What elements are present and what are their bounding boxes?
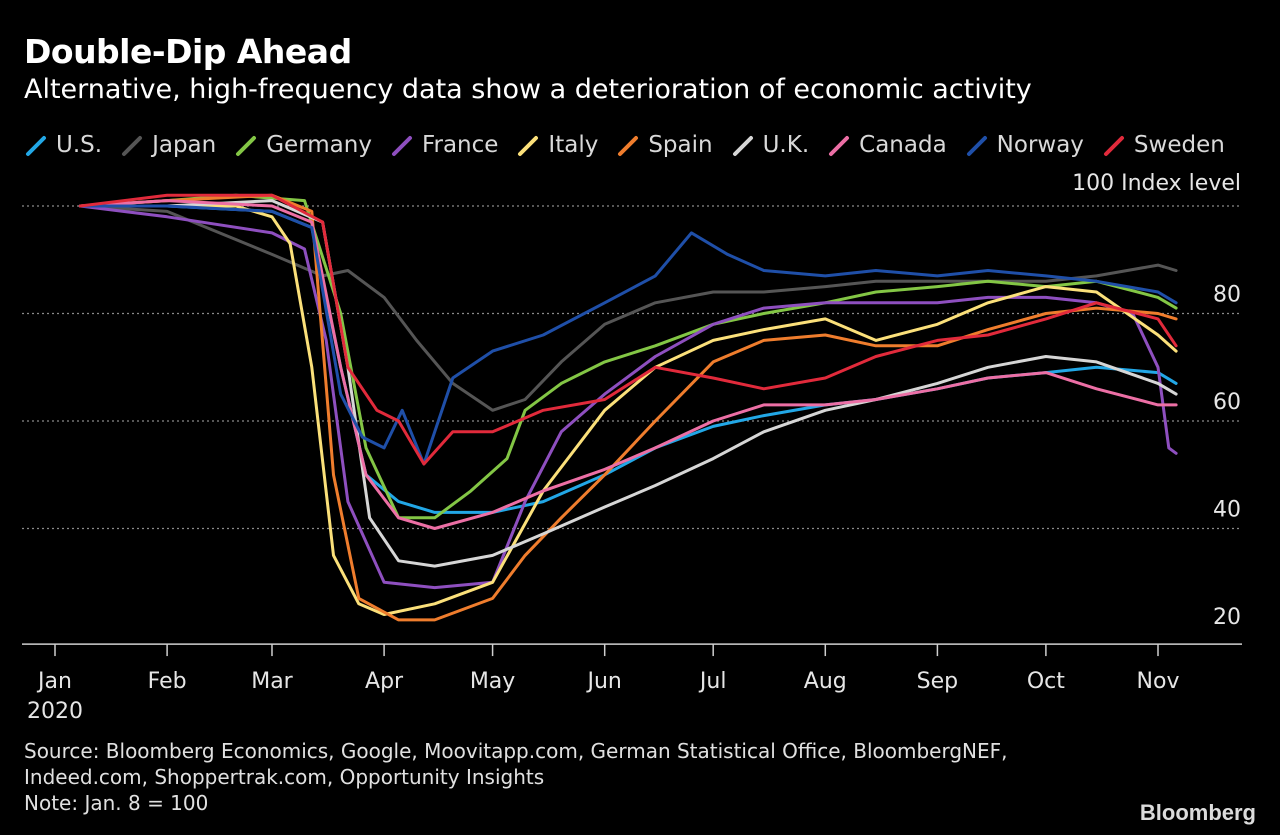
x-tick-label-oct: Oct <box>1027 669 1065 694</box>
legend-swatch-us <box>26 136 46 156</box>
series-line-japan <box>78 204 1178 412</box>
legend-label-canada: Canada <box>859 132 947 158</box>
legend-label-us: U.S. <box>56 132 103 158</box>
x-tick-label-may: May <box>470 669 515 694</box>
series-line-sweden <box>78 193 1178 466</box>
series-line-canada <box>78 199 1178 530</box>
y-tick-label-20: 20 <box>1213 605 1241 630</box>
legend: U.S. Japan Germany France Italy Spain U.K. Cana… <box>24 128 1243 162</box>
footer: Source: Bloomberg Economics, Google, Moo… <box>24 738 1008 816</box>
x-tick-label-jan: Jan <box>36 669 72 694</box>
legend-item-germany: Germany <box>234 132 372 158</box>
source-line-1: Source: Bloomberg Economics, Google, Moo… <box>24 739 1008 763</box>
series-line-france <box>78 204 1178 590</box>
x-tick-label-aug: Aug <box>804 669 847 694</box>
series-line-italy <box>78 204 1178 616</box>
y-unit-label: 100 Index level <box>1072 171 1241 196</box>
legend-label-japan: Japan <box>152 132 217 158</box>
legend-item-uk: U.K. <box>731 132 810 158</box>
y-tick-label-60: 60 <box>1213 390 1241 415</box>
legend-item-france: France <box>390 132 498 158</box>
legend-item-spain: Spain <box>616 132 713 158</box>
x-tick-label-apr: Apr <box>365 669 404 694</box>
legend-label-germany: Germany <box>266 132 372 158</box>
legend-label-spain: Spain <box>648 132 713 158</box>
chart-title: Double-Dip Ahead <box>24 32 352 71</box>
series-line-spain <box>78 193 1178 622</box>
legend-label-norway: Norway <box>996 132 1084 158</box>
series-line-norway <box>78 204 1178 466</box>
chart-subtitle: Alternative, high-frequency data show a … <box>24 74 1032 105</box>
legend-swatch-italy <box>518 136 539 156</box>
x-year-label: 2020 <box>27 699 83 720</box>
legend-label-uk: U.K. <box>762 132 810 158</box>
legend-item-canada: Canada <box>827 132 947 158</box>
legend-item-sweden: Sweden <box>1102 132 1225 158</box>
legend-item-us: U.S. <box>24 132 102 158</box>
x-tick-label-feb: Feb <box>148 669 187 694</box>
series-line-us <box>78 204 1178 514</box>
legend-swatch-sweden <box>1103 136 1124 156</box>
line-chart: 20 40 60 80 100 Index level Jan Feb Mar Apr May Ju… <box>22 171 1242 720</box>
legend-swatch-germany <box>236 136 257 156</box>
y-tick-label-80: 80 <box>1213 283 1241 308</box>
legend-swatch-uk <box>732 136 753 156</box>
legend-swatch-france <box>391 136 412 156</box>
legend-item-japan: Japan <box>120 132 216 158</box>
source-line-2: Indeed.com, Shoppertrak.com, Opportunity… <box>24 765 545 789</box>
legend-label-italy: Italy <box>548 132 599 158</box>
legend-swatch-spain <box>618 136 639 156</box>
x-tick-label-jun: Jun <box>586 669 622 694</box>
legend-item-italy: Italy <box>516 132 598 158</box>
x-tick-label-mar: Mar <box>251 669 293 694</box>
x-tick-label-nov: Nov <box>1137 669 1180 694</box>
legend-swatch-japan <box>122 136 143 156</box>
legend-label-france: France <box>421 132 499 158</box>
x-tick-label-jul: Jul <box>698 669 727 694</box>
legend-swatch-canada <box>829 136 850 156</box>
y-tick-label-40: 40 <box>1213 498 1241 523</box>
legend-label-sweden: Sweden <box>1133 132 1225 158</box>
legend-item-norway: Norway <box>965 132 1084 158</box>
note: Note: Jan. 8 = 100 <box>24 791 209 815</box>
x-tick-label-sep: Sep <box>917 669 958 694</box>
brand-logo: Bloomberg <box>1139 800 1256 825</box>
legend-swatch-norway <box>966 136 987 156</box>
